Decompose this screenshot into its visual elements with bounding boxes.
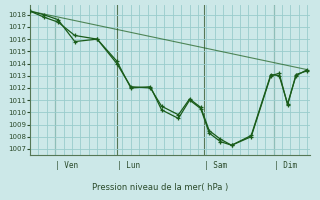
- Text: Pression niveau de la mer( hPa ): Pression niveau de la mer( hPa ): [92, 183, 228, 192]
- Text: | Lun: | Lun: [117, 161, 140, 170]
- Text: | Dim: | Dim: [274, 161, 297, 170]
- Text: | Sam: | Sam: [204, 161, 227, 170]
- Text: | Ven: | Ven: [55, 161, 78, 170]
